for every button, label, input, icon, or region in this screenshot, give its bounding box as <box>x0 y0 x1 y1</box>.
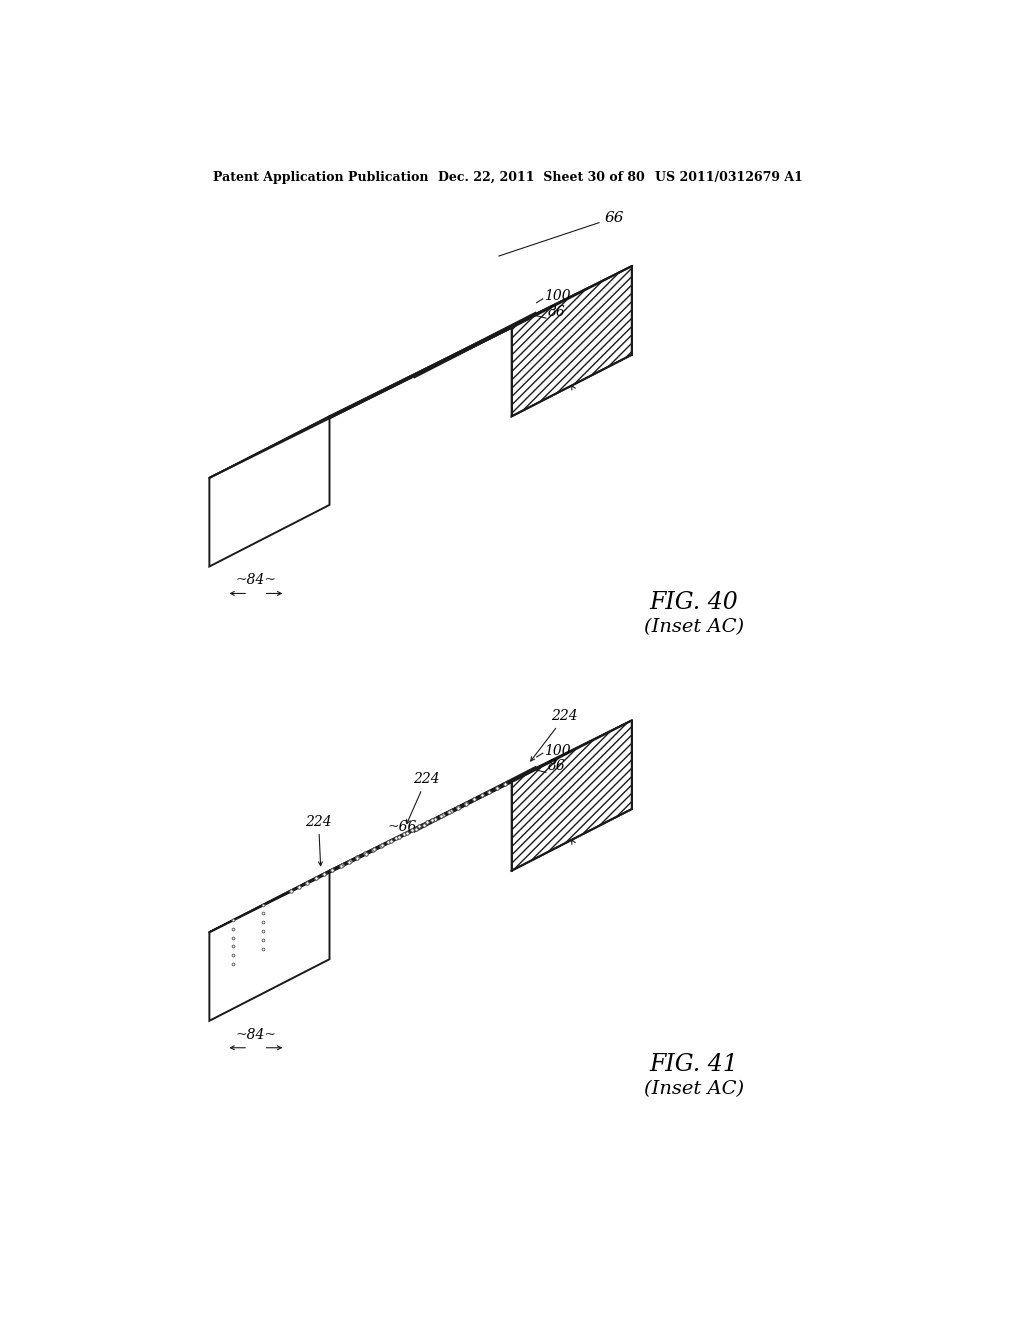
Text: ~84~: ~84~ <box>236 1027 276 1041</box>
Polygon shape <box>512 267 632 416</box>
Polygon shape <box>209 768 535 932</box>
Text: 66: 66 <box>499 211 624 256</box>
Polygon shape <box>415 721 632 830</box>
Text: FIG. 40: FIG. 40 <box>649 591 738 614</box>
Polygon shape <box>415 267 632 376</box>
Text: 86: 86 <box>548 759 565 774</box>
Text: (Inset AC): (Inset AC) <box>644 1080 743 1098</box>
Text: 224: 224 <box>530 709 579 762</box>
Polygon shape <box>209 871 330 1020</box>
Text: 100: 100 <box>545 743 571 758</box>
Text: FIG. 41: FIG. 41 <box>649 1053 738 1076</box>
Text: ~84~: ~84~ <box>236 573 276 587</box>
Text: Dec. 22, 2011  Sheet 30 of 80: Dec. 22, 2011 Sheet 30 of 80 <box>438 172 645 185</box>
Polygon shape <box>209 416 330 566</box>
Polygon shape <box>209 314 535 478</box>
Text: 100: 100 <box>545 289 571 304</box>
Text: US 2011/0312679 A1: US 2011/0312679 A1 <box>655 172 803 185</box>
Text: (Inset AC): (Inset AC) <box>644 618 743 636</box>
Text: 224: 224 <box>407 772 439 824</box>
Polygon shape <box>512 721 632 871</box>
Text: 86: 86 <box>548 305 565 319</box>
Text: 224: 224 <box>305 814 332 866</box>
Text: ~66~: ~66~ <box>387 820 428 834</box>
Text: Patent Application Publication: Patent Application Publication <box>213 172 429 185</box>
